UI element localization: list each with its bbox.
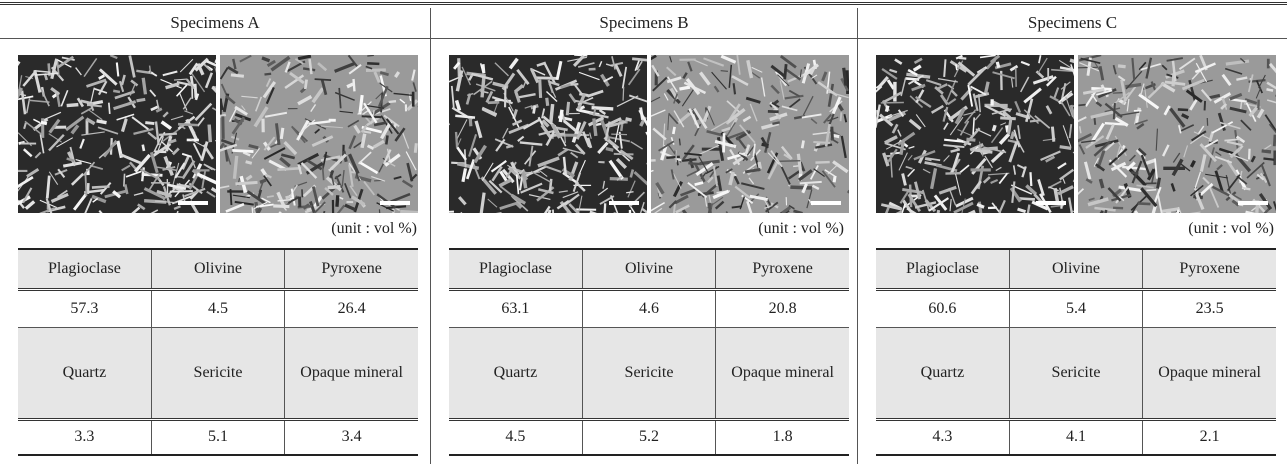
value-cell: 5.2 bbox=[581, 419, 716, 455]
value-cell: 60.6 bbox=[876, 289, 1010, 328]
mineral-cell: Quartz bbox=[876, 327, 1010, 421]
mineral-cell: Olivine bbox=[581, 249, 716, 291]
mineral-cell: Opaque mineral bbox=[715, 327, 849, 421]
mineral-row: Plagioclase Olivine Pyroxene bbox=[449, 249, 849, 291]
micrograph bbox=[449, 55, 647, 213]
value-cell: 4.5 bbox=[505, 428, 526, 446]
mineral-cell: Pyroxene bbox=[715, 249, 849, 291]
mineral-cell: Plagioclase bbox=[449, 249, 583, 291]
specimen-column: Specimens A (unit : vol %) Plagioclase Oliv… bbox=[0, 8, 430, 464]
mineral-row: Quartz Sericite Opaque mineral bbox=[449, 327, 849, 421]
specimen-column: Specimens C (unit : vol %) Plagioclase Oliv… bbox=[857, 8, 1287, 464]
value-cell: 20.8 bbox=[715, 289, 849, 328]
micrograph-pair bbox=[876, 55, 1276, 213]
top-rule bbox=[0, 2, 1287, 5]
value-cell: 63.1 bbox=[449, 289, 583, 328]
mineral-cell: Plagioclase bbox=[18, 249, 152, 291]
mineral-cell: Quartz bbox=[18, 327, 152, 421]
value-cell: 57.3 bbox=[18, 289, 152, 328]
value-row: 4.5 5.2 1.8 bbox=[449, 419, 849, 455]
mineral-cell: Pyroxene bbox=[1142, 249, 1276, 291]
mineral-cell: Opaque mineral bbox=[1142, 327, 1276, 421]
value-row: 3.3 5.1 3.4 bbox=[18, 419, 418, 455]
micrograph-pair bbox=[18, 55, 418, 213]
composition-table: Plagioclase Olivine Pyroxene 57.3 4.5 26.4 Qua… bbox=[18, 248, 418, 456]
value-cell: 5.4 bbox=[1008, 289, 1143, 328]
micrograph bbox=[876, 55, 1074, 213]
mineral-cell: Sericite bbox=[1008, 327, 1143, 421]
mineral-cell: Opaque mineral bbox=[284, 327, 418, 421]
value-row: 63.1 4.6 20.8 bbox=[449, 289, 849, 328]
micrograph bbox=[18, 55, 216, 213]
value-cell: 23.5 bbox=[1142, 289, 1276, 328]
specimen-column: Specimens B (unit : vol %) Plagioclase Oliv… bbox=[430, 8, 857, 464]
mineral-row: Quartz Sericite Opaque mineral bbox=[876, 327, 1276, 421]
mineral-row: Plagioclase Olivine Pyroxene bbox=[876, 249, 1276, 291]
composition-table: Plagioclase Olivine Pyroxene 63.1 4.6 20.8 Qua… bbox=[449, 248, 849, 456]
value-cell: 4.1 bbox=[1008, 419, 1143, 455]
mineral-cell: Pyroxene bbox=[284, 249, 418, 291]
mineral-cell: Quartz bbox=[449, 327, 583, 421]
micrograph bbox=[1078, 55, 1276, 213]
value-row: 60.6 5.4 23.5 bbox=[876, 289, 1276, 328]
value-row: 57.3 4.5 26.4 bbox=[18, 289, 418, 328]
mineral-cell: Olivine bbox=[150, 249, 285, 291]
micrograph bbox=[651, 55, 849, 213]
value-cell: 4.6 bbox=[581, 289, 716, 328]
value-cell: 3.4 bbox=[284, 419, 418, 455]
specimen-header: Specimens C bbox=[858, 8, 1287, 39]
value-cell: 3.3 bbox=[74, 428, 95, 446]
mineral-cell: Sericite bbox=[581, 327, 716, 421]
value-cell: 5.1 bbox=[150, 419, 285, 455]
specimen-header: Specimens A bbox=[0, 8, 430, 39]
specimen-header: Specimens B bbox=[431, 8, 857, 39]
micrograph-pair bbox=[449, 55, 849, 213]
mineral-row: Plagioclase Olivine Pyroxene bbox=[18, 249, 418, 291]
unit-note: (unit : vol %) bbox=[1188, 220, 1274, 237]
value-cell: 2.1 bbox=[1142, 419, 1276, 455]
mineral-row: Quartz Sericite Opaque mineral bbox=[18, 327, 418, 421]
value-cell: 26.4 bbox=[284, 289, 418, 328]
value-cell: 1.8 bbox=[715, 419, 849, 455]
value-row: 4.3 4.1 2.1 bbox=[876, 419, 1276, 455]
mineral-cell: Sericite bbox=[150, 327, 285, 421]
composition-table: Plagioclase Olivine Pyroxene 60.6 5.4 23.5 Qua… bbox=[876, 248, 1276, 456]
unit-note: (unit : vol %) bbox=[758, 220, 844, 237]
value-cell: 4.3 bbox=[932, 428, 953, 446]
mineral-cell: Plagioclase bbox=[876, 249, 1010, 291]
value-cell: 4.5 bbox=[150, 289, 285, 328]
unit-note: (unit : vol %) bbox=[331, 220, 417, 237]
micrograph bbox=[220, 55, 418, 213]
mineral-cell: Olivine bbox=[1008, 249, 1143, 291]
